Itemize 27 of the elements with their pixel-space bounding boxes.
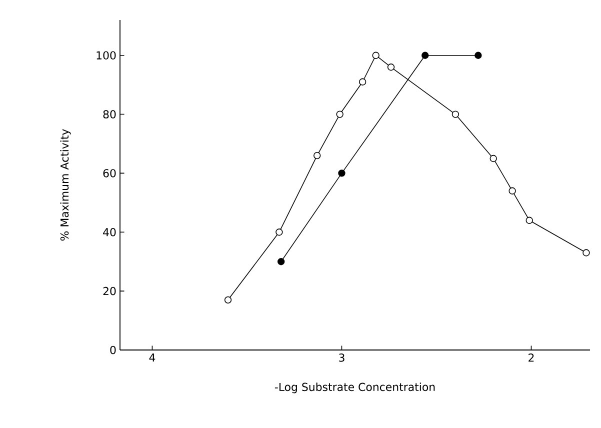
point [526,216,533,224]
point [338,170,346,177]
point [224,296,232,304]
point [474,52,482,59]
y-tick-label: 20 [103,286,116,296]
point [490,154,497,162]
y-tick-label: 0 [110,346,116,354]
point [422,52,429,59]
point [336,110,344,118]
y-axis-title: % Maximum Activity [60,129,71,241]
y-tick-label: 60 [103,169,116,178]
x-tick-label: 4 [149,354,156,362]
point [372,52,380,59]
point [314,152,321,160]
y-tick-label: 100 [96,51,116,60]
x-axis-title: -Log Substrate Concentration [274,382,435,394]
point [582,249,590,256]
x-tick-label: 3 [339,354,344,362]
x-tick-label: 2 [528,354,534,362]
y-tick-label: 40 [103,228,116,236]
point [276,228,283,236]
point [508,187,516,194]
y-tick-label: 80 [103,110,116,118]
point [358,78,366,86]
point [387,64,395,71]
point [452,110,460,118]
point [278,258,285,266]
